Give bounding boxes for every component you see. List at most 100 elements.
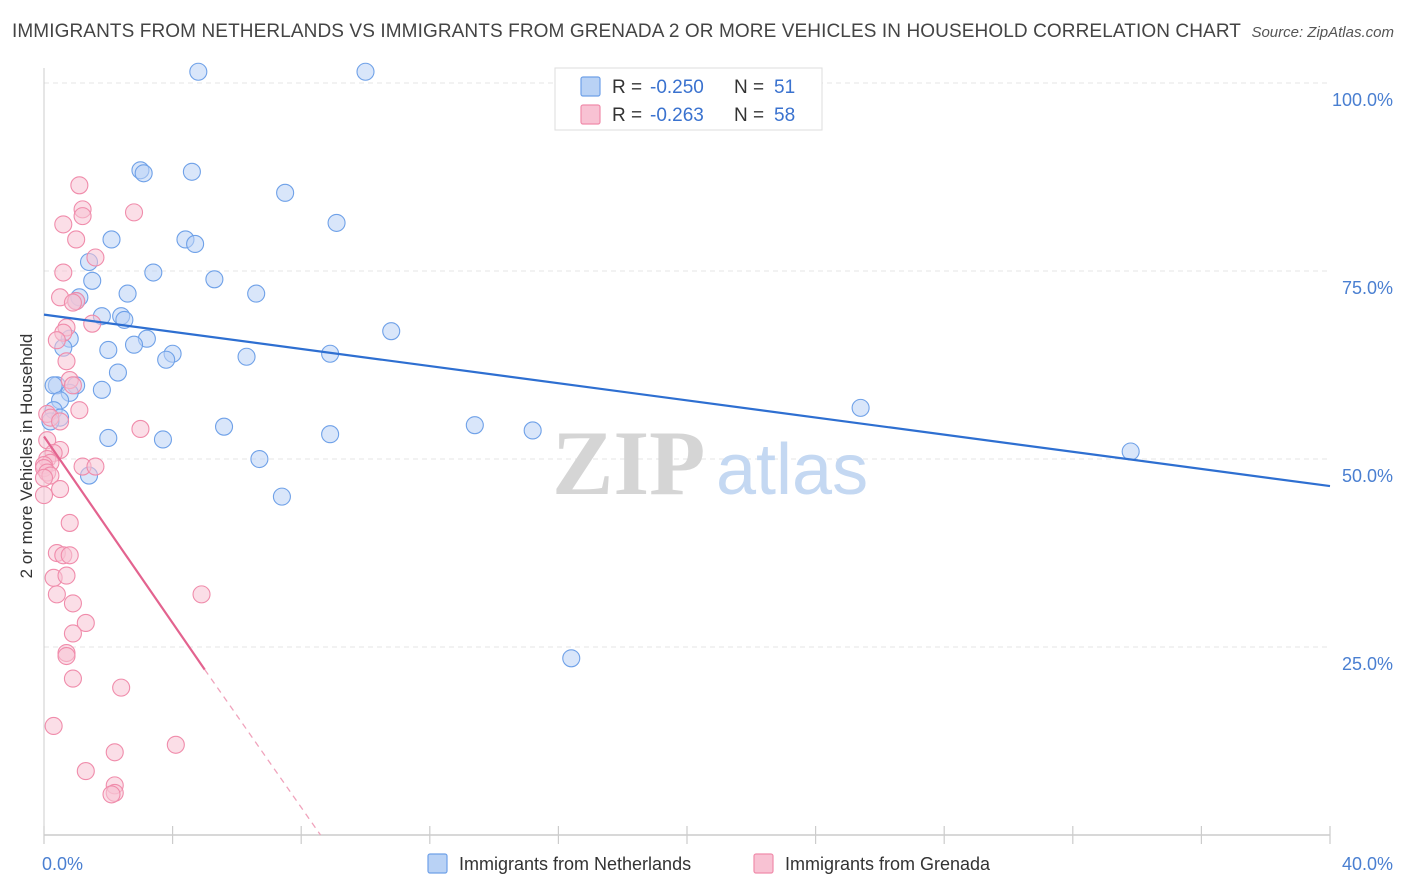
netherlands-point [250,449,269,469]
netherlands-point [247,284,266,303]
legend-swatch [753,853,774,874]
grenada-point [51,412,70,431]
legend-swatch [580,76,601,97]
netherlands-point [92,380,111,399]
netherlands-point [205,270,224,289]
legend-series-label: Immigrants from Grenada [785,854,991,874]
grenada-point [51,480,70,499]
legend-n-label: N = [734,105,764,126]
grenada-trend-extension [204,669,322,836]
legend-n-label: N = [734,77,764,98]
grenada-point [70,401,89,420]
legend-r-label: R = [612,77,642,98]
netherlands-point [276,183,295,202]
legend-swatch [580,104,601,125]
netherlands-point [186,234,205,254]
grenada-point [63,594,82,613]
netherlands-point [189,62,208,81]
legend-n-value: 51 [774,77,795,98]
x-tick-label: 40.0% [1342,854,1393,874]
grenada-point [73,207,92,226]
netherlands-point [382,322,401,341]
grenada-point [67,230,86,249]
netherlands-point [102,230,121,249]
netherlands-point [118,284,137,303]
netherlands-point [157,350,176,369]
grenada-point [60,513,79,532]
legend-series-label: Immigrants from Netherlands [459,854,691,874]
grenada-point [63,293,82,312]
grenada-point [102,785,121,804]
legend-swatch [427,853,448,874]
chart-source: Source: ZipAtlas.com [1251,24,1394,41]
netherlands-point [272,487,291,506]
grenada-point [57,646,76,666]
netherlands-point [356,62,375,81]
grenada-point [112,678,131,697]
grenada-point [34,468,54,487]
grenada-point [124,203,144,222]
grenada-point [44,716,63,736]
gridlines [44,82,1330,648]
grenada-point [63,376,82,395]
y-tick-label: 25.0% [1342,654,1393,674]
grenada-point [131,419,150,438]
legend-r-value: -0.250 [650,77,704,98]
netherlands-point [214,417,234,436]
netherlands-point [851,398,870,417]
netherlands-point [562,649,581,668]
grenada-point [86,248,105,267]
grenada-point [57,352,76,371]
grenada-point [47,331,66,350]
grenada-point [76,762,95,781]
netherlands-point [237,347,256,366]
series-legend: Immigrants from Netherlands Immigrants fr… [427,853,991,874]
netherlands-point [465,416,484,435]
watermark: ZIP atlas [552,412,868,514]
grenada-point [76,613,95,632]
grenada-point [57,566,76,585]
y-axis-label: 2 or more Vehicles in Household [17,334,36,579]
legend-n-value: 58 [774,105,795,126]
netherlands-point [108,363,127,382]
legend-r-value: -0.263 [650,105,704,126]
grenada-point [63,624,82,643]
grenada-point [86,457,105,476]
y-tick-label: 75.0% [1342,278,1393,298]
netherlands-point [134,164,153,183]
netherlands-point [124,335,144,354]
x-tick-labels: 0.0% 40.0% [42,854,1393,874]
grenada-point [34,486,54,505]
data-points [34,62,1140,804]
netherlands-point [182,162,201,181]
netherlands-point [99,428,118,448]
grenada-point [47,585,66,604]
netherlands-point [44,376,63,395]
netherlands-point [99,340,118,360]
netherlands-point [83,271,102,290]
netherlands-point [523,421,542,440]
netherlands-trend-line [43,313,1331,488]
netherlands-point [327,213,346,232]
x-ticks [43,826,1331,844]
watermark-atlas: atlas [716,430,868,510]
chart-title: IMMIGRANTS FROM NETHERLANDS VS IMMIGRANT… [12,21,1241,42]
grenada-point [70,176,89,195]
grenada-point [166,735,185,754]
y-tick-labels: 25.0% 50.0% 75.0% 100.0% [1332,90,1393,674]
grenada-point [54,215,73,234]
grenada-point [105,743,124,762]
trend-lines [43,313,1331,836]
netherlands-point [321,425,340,444]
netherlands-point [144,263,163,282]
grenada-point [60,546,79,565]
grenada-point [54,263,73,282]
legend-r-label: R = [612,105,642,126]
x-tick-label: 0.0% [42,854,83,874]
y-tick-label: 100.0% [1332,90,1393,110]
netherlands-point [1121,442,1140,461]
correlation-legend: R = -0.250 N = 51 R = -0.263 N = 58 [554,67,823,131]
grenada-point [192,585,211,604]
watermark-zip: ZIP [552,412,705,514]
